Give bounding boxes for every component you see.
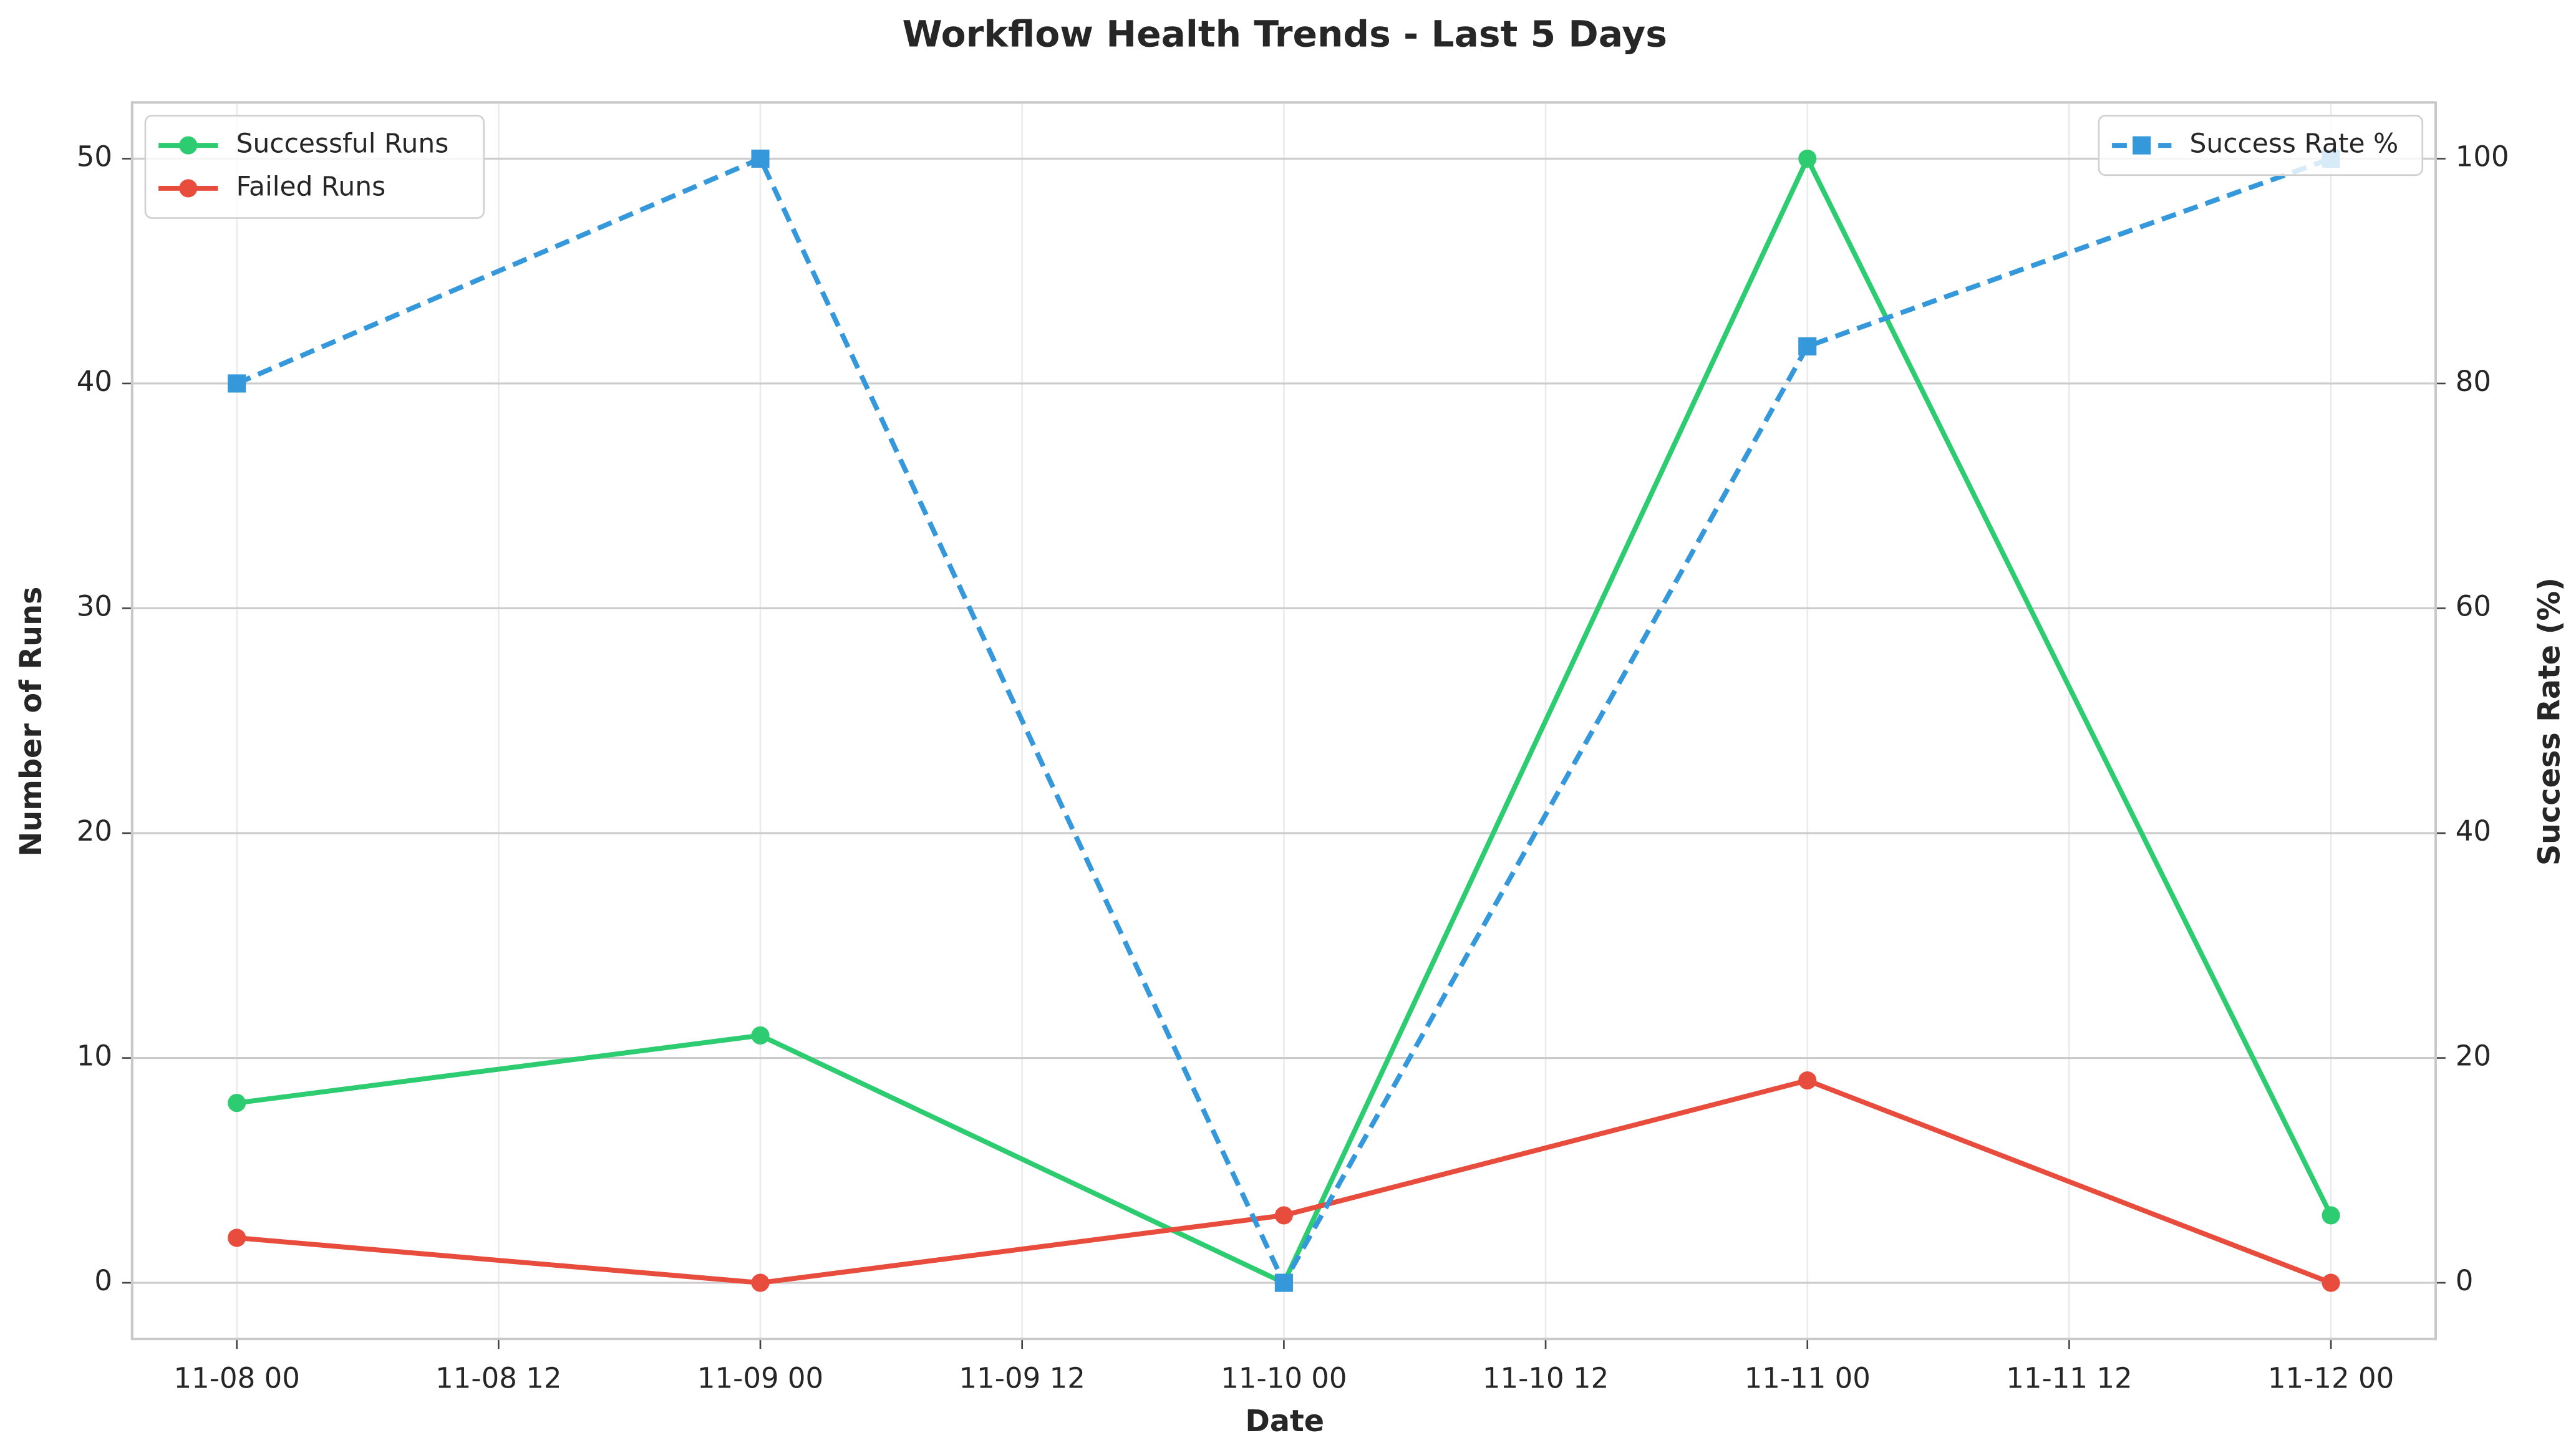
y2-tick-label: 60 (2456, 589, 2491, 622)
y-tick-label: 10 (77, 1040, 112, 1073)
legend-marker (179, 179, 198, 198)
y2-tick-label: 0 (2456, 1264, 2474, 1297)
x-tick-label: 11-09 00 (697, 1361, 823, 1394)
legend-box (144, 115, 485, 219)
marker (228, 1229, 246, 1247)
marker (2322, 1273, 2340, 1292)
marker (2322, 1206, 2340, 1225)
legend: Successful Runs Failed Runs (144, 115, 485, 219)
x-tick-label: 11-10 12 (1483, 1361, 1609, 1394)
legend-marker (2133, 136, 2151, 155)
legend-marker (179, 136, 198, 155)
y2-axis-label: Success Rate (%) (2532, 577, 2567, 866)
x-tick-label: 11-09 12 (959, 1361, 1085, 1394)
marker (751, 1026, 770, 1045)
y2-tick-label: 100 (2456, 140, 2509, 173)
x-tick-label: 11-12 00 (2268, 1361, 2394, 1394)
marker (1798, 337, 1817, 356)
legend-label: Successful Runs (236, 128, 449, 159)
legend-label: Success Rate % (2190, 128, 2399, 159)
y-tick-label: 30 (77, 589, 112, 622)
marker (228, 374, 246, 393)
x-tick-label: 11-10 00 (1221, 1361, 1347, 1394)
x-tick-label: 11-11 00 (1745, 1361, 1871, 1394)
x-tick-label: 11-11 12 (2006, 1361, 2132, 1394)
marker (1798, 1071, 1817, 1090)
chart-title: Workflow Health Trends - Last 5 Days (902, 12, 1667, 55)
y-axis-label: Number of Runs (14, 587, 49, 857)
y2-tick-label: 20 (2456, 1040, 2491, 1073)
y-tick-label: 40 (77, 365, 112, 398)
marker (751, 149, 770, 168)
marker (1274, 1206, 1293, 1225)
legend-box (2098, 115, 2424, 176)
y2-tick-label: 40 (2456, 814, 2491, 847)
x-tick-label: 11-08 00 (174, 1361, 300, 1394)
marker (228, 1094, 246, 1113)
legend-label: Failed Runs (236, 171, 386, 201)
marker (1798, 149, 1817, 168)
marker (1274, 1273, 1293, 1292)
y2-tick-label: 80 (2456, 365, 2491, 398)
legend: Success Rate % (2098, 115, 2424, 176)
y-tick-label: 20 (77, 814, 112, 847)
x-tick-label: 11-08 12 (435, 1361, 561, 1394)
x-axis-label: Date (1245, 1404, 1324, 1439)
marker (751, 1273, 770, 1292)
y-tick-label: 0 (94, 1264, 112, 1297)
y-tick-label: 50 (77, 140, 112, 173)
plot-frame (130, 101, 2437, 1341)
